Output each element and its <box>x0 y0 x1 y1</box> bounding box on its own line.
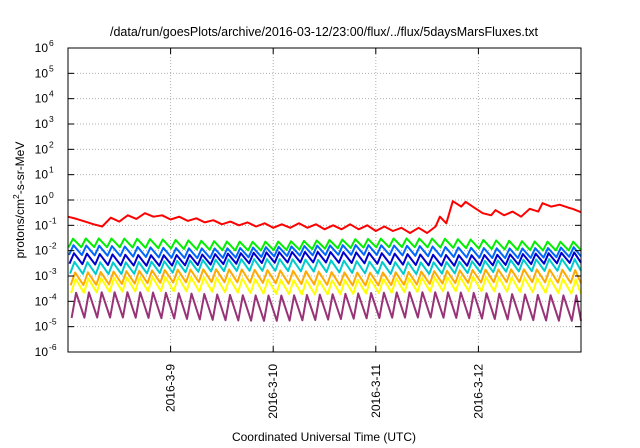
y-tick-exponent: -5 <box>49 317 57 327</box>
y-tick-label: 10 <box>35 92 49 106</box>
series-lines <box>67 200 582 322</box>
x-axis-ticks: 2016-3-9 2016-3-10 2016-3-11 2016-3-12 <box>164 48 485 419</box>
y-tick-exponent: 0 <box>49 190 54 200</box>
y-axis-label-sup: 2 <box>11 194 21 199</box>
y-tick-label: 10 <box>35 218 49 232</box>
y-tick-exponent: -1 <box>49 215 57 225</box>
y-tick-label: 10 <box>35 269 49 283</box>
y-axis-ticks: 10 -610 -510 -410 -310 -210 -110 010 110 210 310 41… <box>35 38 581 359</box>
x-tick-label: 2016-3-11 <box>369 364 383 418</box>
y-tick-exponent: -4 <box>49 291 57 301</box>
y-tick-exponent: -3 <box>49 266 57 276</box>
series-line <box>67 200 582 234</box>
series-line <box>67 237 582 252</box>
y-tick-exponent: 3 <box>49 114 54 124</box>
series-line <box>69 268 582 287</box>
chart-title: /data/run/goesPlots/archive/2016-03-12/2… <box>110 25 539 39</box>
y-tick-exponent: 2 <box>49 139 54 149</box>
y-tick-label: 10 <box>35 345 49 359</box>
y-tick-exponent: 4 <box>49 89 54 99</box>
y-tick-exponent: -6 <box>49 342 57 352</box>
y-axis-label: protons/cm2-s-sr-MeV <box>11 142 27 259</box>
y-tick-label: 10 <box>35 193 49 207</box>
y-tick-label: 10 <box>35 244 49 258</box>
y-tick-exponent: 5 <box>49 63 54 73</box>
y-tick-label: 10 <box>35 142 49 156</box>
y-tick-exponent: 1 <box>49 165 54 175</box>
series-line <box>68 244 582 260</box>
x-tick-label: 2016-3-10 <box>266 364 280 419</box>
y-tick-label: 10 <box>35 117 49 131</box>
y-tick-label: 10 <box>35 66 49 80</box>
x-tick-label: 2016-3-9 <box>164 364 178 412</box>
series-line <box>70 276 582 296</box>
y-tick-exponent: 6 <box>49 38 54 48</box>
y-axis-label-post: -s-sr-MeV <box>13 142 27 195</box>
y-tick-label: 10 <box>35 320 49 334</box>
y-tick-exponent: -2 <box>49 241 57 251</box>
series-line <box>70 291 582 322</box>
y-tick-label: 10 <box>35 168 49 182</box>
x-axis-label: Coordinated Universal Time (UTC) <box>232 430 416 444</box>
y-tick-label: 10 <box>35 41 49 55</box>
y-tick-label: 10 <box>35 294 49 308</box>
series-line <box>68 250 582 267</box>
x-tick-label: 2016-3-12 <box>471 364 485 419</box>
series-line <box>69 258 582 276</box>
y-axis-label-pre: protons/cm <box>13 199 27 258</box>
